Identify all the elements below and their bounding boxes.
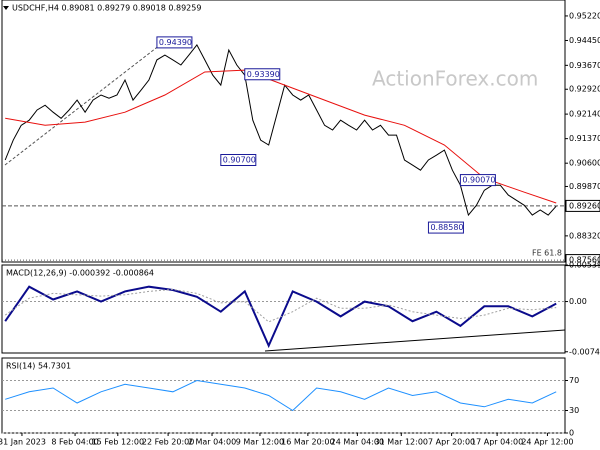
panel-frame	[1, 0, 566, 263]
panel-title: USDCHF,H4 0.89081 0.89279 0.89018 0.8925…	[12, 4, 201, 13]
level-label: 0.87560	[569, 256, 600, 265]
level-label-box	[565, 254, 600, 267]
y-tick-label: 0.94450	[569, 36, 600, 45]
menu-arrow	[3, 6, 9, 10]
series-line	[5, 379, 557, 412]
x-tick-label: 9 Mar 12:00	[236, 438, 284, 447]
price-annotation: 0.93390	[247, 70, 280, 79]
panel-title: RSI(14) 54.7301	[6, 362, 71, 371]
x-tick-label: 24 Apr 12:00	[521, 438, 573, 447]
price-annotation-box	[427, 221, 464, 234]
series-line	[5, 69, 557, 204]
level-label: 0.89260	[569, 201, 600, 210]
x-tick-label: 31 Mar 12:00	[375, 438, 428, 447]
y-tick-label: 0.005394	[569, 261, 600, 270]
y-tick-label: 0.92140	[569, 110, 600, 119]
y-tick-label: 0.89870	[569, 182, 600, 191]
price-annotation-box	[244, 68, 281, 81]
y-tick-label: 70	[569, 376, 579, 385]
y-tick-label: 0.90600	[569, 159, 600, 168]
x-tick-label: 22 Feb 20:00	[142, 438, 194, 447]
x-tick-label: 24 Mar 04:00	[331, 438, 384, 447]
y-tick-label: -0.007417	[569, 347, 600, 356]
level-note: FE 61.8	[532, 249, 562, 258]
y-tick-label: 0.00	[569, 297, 587, 306]
x-tick-label: 7 Apr 20:00	[428, 438, 475, 447]
price-annotation-box	[156, 36, 193, 49]
y-tick-label: 0.88320	[569, 231, 600, 240]
price-annotation: 0.94390	[159, 38, 192, 47]
panel-title: MACD(12,26,9) -0.000392 -0.000864	[6, 269, 154, 278]
price-annotation: 0.90070	[462, 176, 495, 185]
panel-frame	[1, 264, 566, 354]
y-tick-label: 0.92920	[569, 85, 600, 94]
price-annotation: 0.88580	[430, 223, 463, 232]
series-line	[4, 43, 557, 217]
watermark: ActionForex.com	[372, 67, 538, 91]
y-tick-label: 0.93670	[569, 61, 600, 70]
trend-line	[4, 44, 161, 166]
price-annotation: 0.90700	[223, 156, 256, 165]
series-line	[4, 288, 557, 323]
x-tick-label: 8 Feb 04:00	[51, 438, 98, 447]
x-tick-label: 2 Mar 04:00	[188, 438, 236, 447]
x-tick-label: 17 Apr 04:00	[471, 438, 523, 447]
y-tick-label: 0.91370	[569, 134, 600, 143]
x-tick-label: 15 Feb 12:00	[92, 438, 144, 447]
price-annotation-box	[459, 174, 496, 187]
y-tick-label: 0.95220	[569, 11, 600, 20]
y-tick-label: 30	[569, 406, 579, 415]
y-tick-label: 0	[569, 429, 574, 438]
series-line	[4, 285, 557, 349]
macd-trend-line	[264, 329, 566, 352]
level-label-box	[565, 199, 600, 212]
x-tick-label: 16 Mar 20:00	[281, 438, 334, 447]
x-tick-label: 31 Jan 2023	[0, 438, 46, 447]
price-annotation-box	[220, 154, 257, 167]
